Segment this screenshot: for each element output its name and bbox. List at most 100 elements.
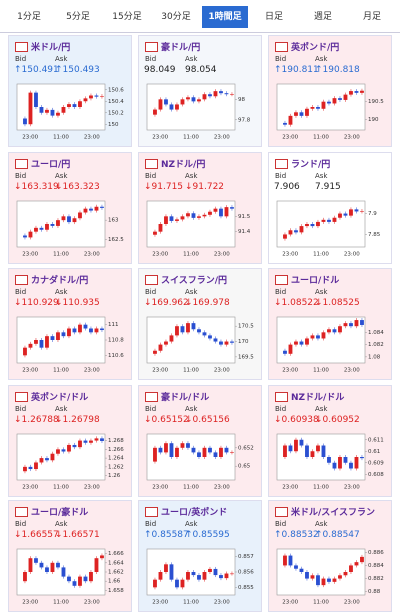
candle <box>283 350 287 354</box>
pair-title[interactable]: ユーロ/英ポンド <box>161 508 228 518</box>
candle <box>180 99 185 105</box>
x-tick-label: 23:00 <box>214 368 230 374</box>
ask-label: Ask <box>185 405 198 413</box>
candle <box>89 328 93 333</box>
candle <box>180 216 185 220</box>
flag-icon <box>145 507 158 517</box>
bid-label: Bid <box>15 520 27 528</box>
candle <box>175 326 179 336</box>
bid-label: Bid <box>15 288 27 296</box>
candle <box>61 449 66 452</box>
pair-title[interactable]: 英ポンド/ドル <box>31 393 89 403</box>
mini-chart: 0.652 0.65 23:00 11:00 23:00 <box>146 433 254 491</box>
bid-value: ↓1.08522 <box>274 298 319 308</box>
candle <box>39 227 44 230</box>
candle <box>56 562 60 568</box>
x-tick-label: 11:00 <box>53 368 69 374</box>
candle <box>219 341 223 345</box>
candle <box>360 320 364 325</box>
candle <box>294 112 298 116</box>
y-tick-label: 1.266 <box>108 447 124 453</box>
pair-title[interactable]: ユーロ/豪ドル <box>31 508 89 518</box>
candle <box>45 109 49 113</box>
candle <box>202 94 207 100</box>
candle <box>153 447 157 462</box>
tab[interactable]: 15分足 <box>112 12 142 22</box>
candle <box>288 555 293 566</box>
candle <box>310 575 315 579</box>
candle <box>349 462 353 469</box>
ask-value: ↓1.08525 <box>315 298 360 308</box>
tab[interactable]: 1時間足 <box>202 6 248 28</box>
plot-area <box>16 316 106 364</box>
pair-title[interactable]: 豪ドル/円 <box>161 43 201 53</box>
mini-chart: 0.886 0.884 0.882 0.88 23:00 11:00 23:00 <box>276 548 384 606</box>
y-tick-label: 0.882 <box>368 576 384 582</box>
y-tick-label: 163 <box>108 218 119 224</box>
card: カナダドル/円 Bid Ask ↓110.929 ↓110.935 111 110.8 110… <box>8 268 132 380</box>
x-tick-label: 23:00 <box>152 135 168 141</box>
pair-title[interactable]: NZドル/円 <box>161 160 206 170</box>
tab[interactable]: 1分足 <box>17 12 41 22</box>
y-tick-label: 190 <box>368 117 379 123</box>
flag-icon <box>15 159 28 169</box>
pair-title[interactable]: 米ドル/円 <box>31 43 71 53</box>
candle <box>34 558 38 563</box>
candle <box>78 212 82 219</box>
candle <box>219 575 223 579</box>
card: ユーロ/円 Bid Ask ↓163.319 ↓163.323 163 162.5 23:00… <box>8 152 132 264</box>
bid-label: Bid <box>145 520 157 528</box>
x-tick-label: 23:00 <box>282 368 298 374</box>
pair-title[interactable]: 米ドル/スイスフラン <box>291 508 376 518</box>
ask-label: Ask <box>315 288 328 296</box>
pair-title[interactable]: スイスフラン/円 <box>161 276 228 286</box>
tab[interactable]: 5分足 <box>66 12 90 22</box>
candle <box>50 453 55 461</box>
candle <box>34 340 38 344</box>
candle <box>23 572 27 582</box>
mini-chart: 170.5 170 169.5 23:00 11:00 23:00 <box>146 316 254 374</box>
card: ユーロ/豪ドル Bid Ask ↓1.66557 ↓1.66571 1.666 1.664 1… <box>8 500 132 612</box>
tab[interactable]: 日足 <box>264 12 283 22</box>
bid-value: ↓1.26788 <box>14 415 59 425</box>
candle <box>343 572 348 576</box>
flag-icon <box>145 159 158 169</box>
flag-icon <box>15 42 28 52</box>
candle <box>310 107 315 109</box>
pair-title[interactable]: 英ポンド/円 <box>291 43 340 53</box>
candle <box>158 344 163 351</box>
x-tick-label: 23:00 <box>152 485 168 491</box>
candle <box>343 457 348 463</box>
candle <box>321 445 326 457</box>
candle <box>175 104 179 110</box>
y-tick-label: 0.884 <box>368 563 384 569</box>
x-tick-label: 23:00 <box>22 135 38 141</box>
candle <box>34 227 38 232</box>
pair-title[interactable]: 豪ドル/ドル <box>161 393 210 403</box>
tab[interactable]: 30分足 <box>161 12 191 22</box>
bid-label: Bid <box>145 288 157 296</box>
pair-title[interactable]: NZドル/ドル <box>291 393 345 403</box>
ask-label: Ask <box>185 172 198 180</box>
candle <box>224 573 229 579</box>
candle <box>197 575 201 580</box>
candle <box>283 555 287 566</box>
candle <box>83 576 88 582</box>
candle <box>83 324 88 329</box>
y-tick-label: 150.2 <box>108 110 124 116</box>
pair-title[interactable]: ユーロ/円 <box>31 160 71 170</box>
candle <box>61 107 66 113</box>
candle <box>94 328 99 333</box>
pair-title[interactable]: ランド/円 <box>291 160 331 170</box>
candle <box>213 452 218 457</box>
x-tick-label: 23:00 <box>22 252 38 258</box>
pair-title[interactable]: カナダドル/円 <box>31 276 89 286</box>
candle <box>164 99 168 105</box>
x-tick-label: 23:00 <box>282 600 298 606</box>
y-tick-label: 1.658 <box>108 588 124 594</box>
tab[interactable]: 月足 <box>362 12 381 22</box>
pair-title[interactable]: ユーロ/ドル <box>291 276 340 286</box>
y-tick-label: 110.6 <box>108 353 124 359</box>
tab[interactable]: 週足 <box>313 12 332 22</box>
candle <box>78 101 82 107</box>
